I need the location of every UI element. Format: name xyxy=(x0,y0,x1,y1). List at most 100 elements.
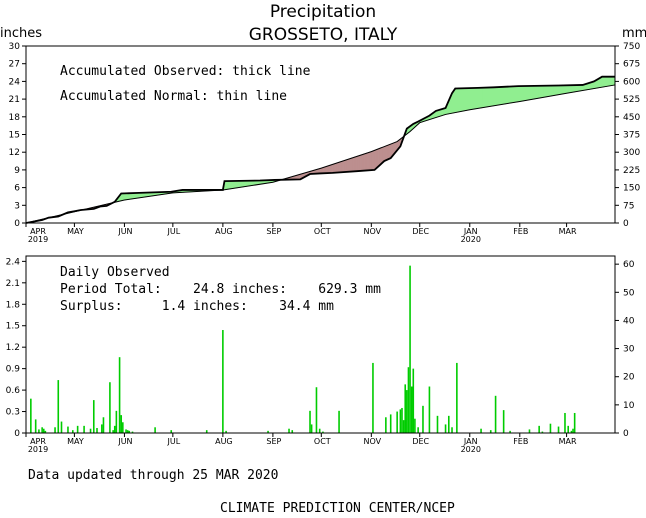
daily-bar xyxy=(118,357,121,433)
daily-bar xyxy=(541,431,544,433)
daily-bar xyxy=(89,428,92,433)
daily-bar xyxy=(567,425,569,433)
daily-month-label: MAY xyxy=(67,437,84,446)
daily-bar xyxy=(417,427,419,433)
figure-title: Precipitation xyxy=(270,2,376,22)
daily-legend-title: Daily Observed xyxy=(60,265,170,280)
daily-bar xyxy=(428,386,431,433)
accumulated-axes: 0369121518212427300751502253003754505256… xyxy=(9,42,641,244)
daily-left-tick-label: 1.2 xyxy=(6,343,20,353)
daily-bar xyxy=(401,407,403,433)
daily-bar xyxy=(122,422,124,433)
daily-bar xyxy=(422,405,424,433)
acc-month-label: DEC xyxy=(412,227,429,236)
daily-bar xyxy=(389,414,392,433)
acc-right-tick-label: 225 xyxy=(623,166,640,176)
daily-bar xyxy=(102,417,105,433)
daily-month-label: JUL xyxy=(167,437,181,446)
left-unit-label: inches xyxy=(0,26,42,41)
daily-bar xyxy=(126,430,129,433)
acc-right-tick-label: 675 xyxy=(623,60,640,70)
daily-month-label: AUG xyxy=(215,437,233,446)
daily-month-label: OCT xyxy=(314,437,331,446)
daily-bar xyxy=(115,410,118,433)
daily-bar xyxy=(309,410,311,433)
daily-bar xyxy=(222,330,224,433)
daily-bar xyxy=(557,426,560,433)
daily-bar xyxy=(291,430,294,433)
acc-right-tick-label: 75 xyxy=(623,201,634,211)
daily-bar xyxy=(44,430,47,433)
daily-bar xyxy=(509,430,511,433)
daily-bar xyxy=(322,431,324,433)
daily-bar xyxy=(570,430,573,433)
daily-month-label: NOV xyxy=(364,437,382,446)
acc-month-label: APR xyxy=(30,227,46,236)
daily-left-tick-label: 2.4 xyxy=(6,257,21,267)
acc-year-label: 2020 xyxy=(461,235,481,244)
daily-bar xyxy=(288,428,290,433)
daily-bar xyxy=(101,424,103,433)
daily-bar xyxy=(489,430,492,433)
daily-bar xyxy=(404,384,407,433)
daily-month-label: JUN xyxy=(117,437,132,446)
daily-bar xyxy=(436,415,439,433)
acc-month-label: AUG xyxy=(215,227,233,236)
legend-observed: Accumulated Observed: thick line xyxy=(60,64,311,79)
daily-bar xyxy=(42,428,45,433)
daily-bar xyxy=(76,425,79,433)
daily-bar xyxy=(538,425,540,433)
daily-left-tick-label: 2.1 xyxy=(6,279,20,289)
daily-bar xyxy=(96,427,98,433)
daily-bar xyxy=(502,410,505,433)
daily-bar xyxy=(112,430,114,433)
acc-left-tick-label: 3 xyxy=(14,201,20,211)
acc-right-tick-label: 450 xyxy=(623,113,640,123)
right-unit-label: mm xyxy=(622,26,646,41)
daily-plot-frame xyxy=(25,255,616,434)
acc-right-tick-label: 0 xyxy=(623,219,629,229)
daily-bar xyxy=(154,427,156,433)
daily-bar xyxy=(573,412,576,433)
daily-bar xyxy=(451,427,453,433)
daily-bar xyxy=(410,386,413,433)
daily-bar xyxy=(549,423,552,433)
daily-bar xyxy=(54,427,56,433)
daily-bar xyxy=(205,430,208,433)
daily-right-tick-label: 30 xyxy=(623,345,635,355)
daily-bar xyxy=(572,428,574,433)
daily-bar xyxy=(412,368,415,433)
daily-left-tick-label: 0.6 xyxy=(6,386,21,396)
daily-left-tick-label: 0.9 xyxy=(6,365,21,375)
accumulated-observed-line xyxy=(25,75,615,224)
daily-bar xyxy=(92,400,95,433)
acc-left-tick-label: 24 xyxy=(9,77,21,87)
daily-bar xyxy=(131,431,134,433)
daily-bar xyxy=(170,430,173,433)
daily-bars xyxy=(30,265,576,433)
daily-chart: 0 0.3 0.6 0.9 1.2 1.5 1.8 2.1 2.4 0 10 20 30 40 50 60 AP… xyxy=(6,255,635,454)
period-total-text: Period Total: 24.8 inches: 629.3 mm xyxy=(60,282,381,297)
acc-left-tick-label: 0 xyxy=(14,219,20,229)
acc-left-tick-label: 21 xyxy=(9,95,20,105)
daily-month-label: DEC xyxy=(412,437,429,446)
daily-bar xyxy=(409,265,411,433)
acc-right-tick-label: 375 xyxy=(623,131,640,141)
acc-month-label: MAY xyxy=(67,227,84,236)
daily-bar xyxy=(402,420,405,433)
daily-axes: 0 0.3 0.6 0.9 1.2 1.5 1.8 2.1 2.4 0 10 20 30 40 50 60 AP… xyxy=(6,257,635,454)
daily-bar xyxy=(30,398,32,433)
daily-month-label: MAR xyxy=(559,437,577,446)
acc-month-label: OCT xyxy=(314,227,331,236)
daily-bar xyxy=(414,418,416,433)
daily-bar xyxy=(338,410,340,433)
daily-bar xyxy=(310,424,313,433)
daily-left-tick-label: 0 xyxy=(14,429,20,439)
acc-year-label: 2019 xyxy=(28,235,48,244)
daily-bar xyxy=(120,415,123,433)
daily-bar xyxy=(447,415,450,433)
figure-location: GROSSETO, ITALY xyxy=(249,25,398,45)
daily-right-tick-label: 50 xyxy=(623,288,635,298)
acc-month-label: JUL xyxy=(167,227,181,236)
daily-right-tick-label: 0 xyxy=(623,429,629,439)
